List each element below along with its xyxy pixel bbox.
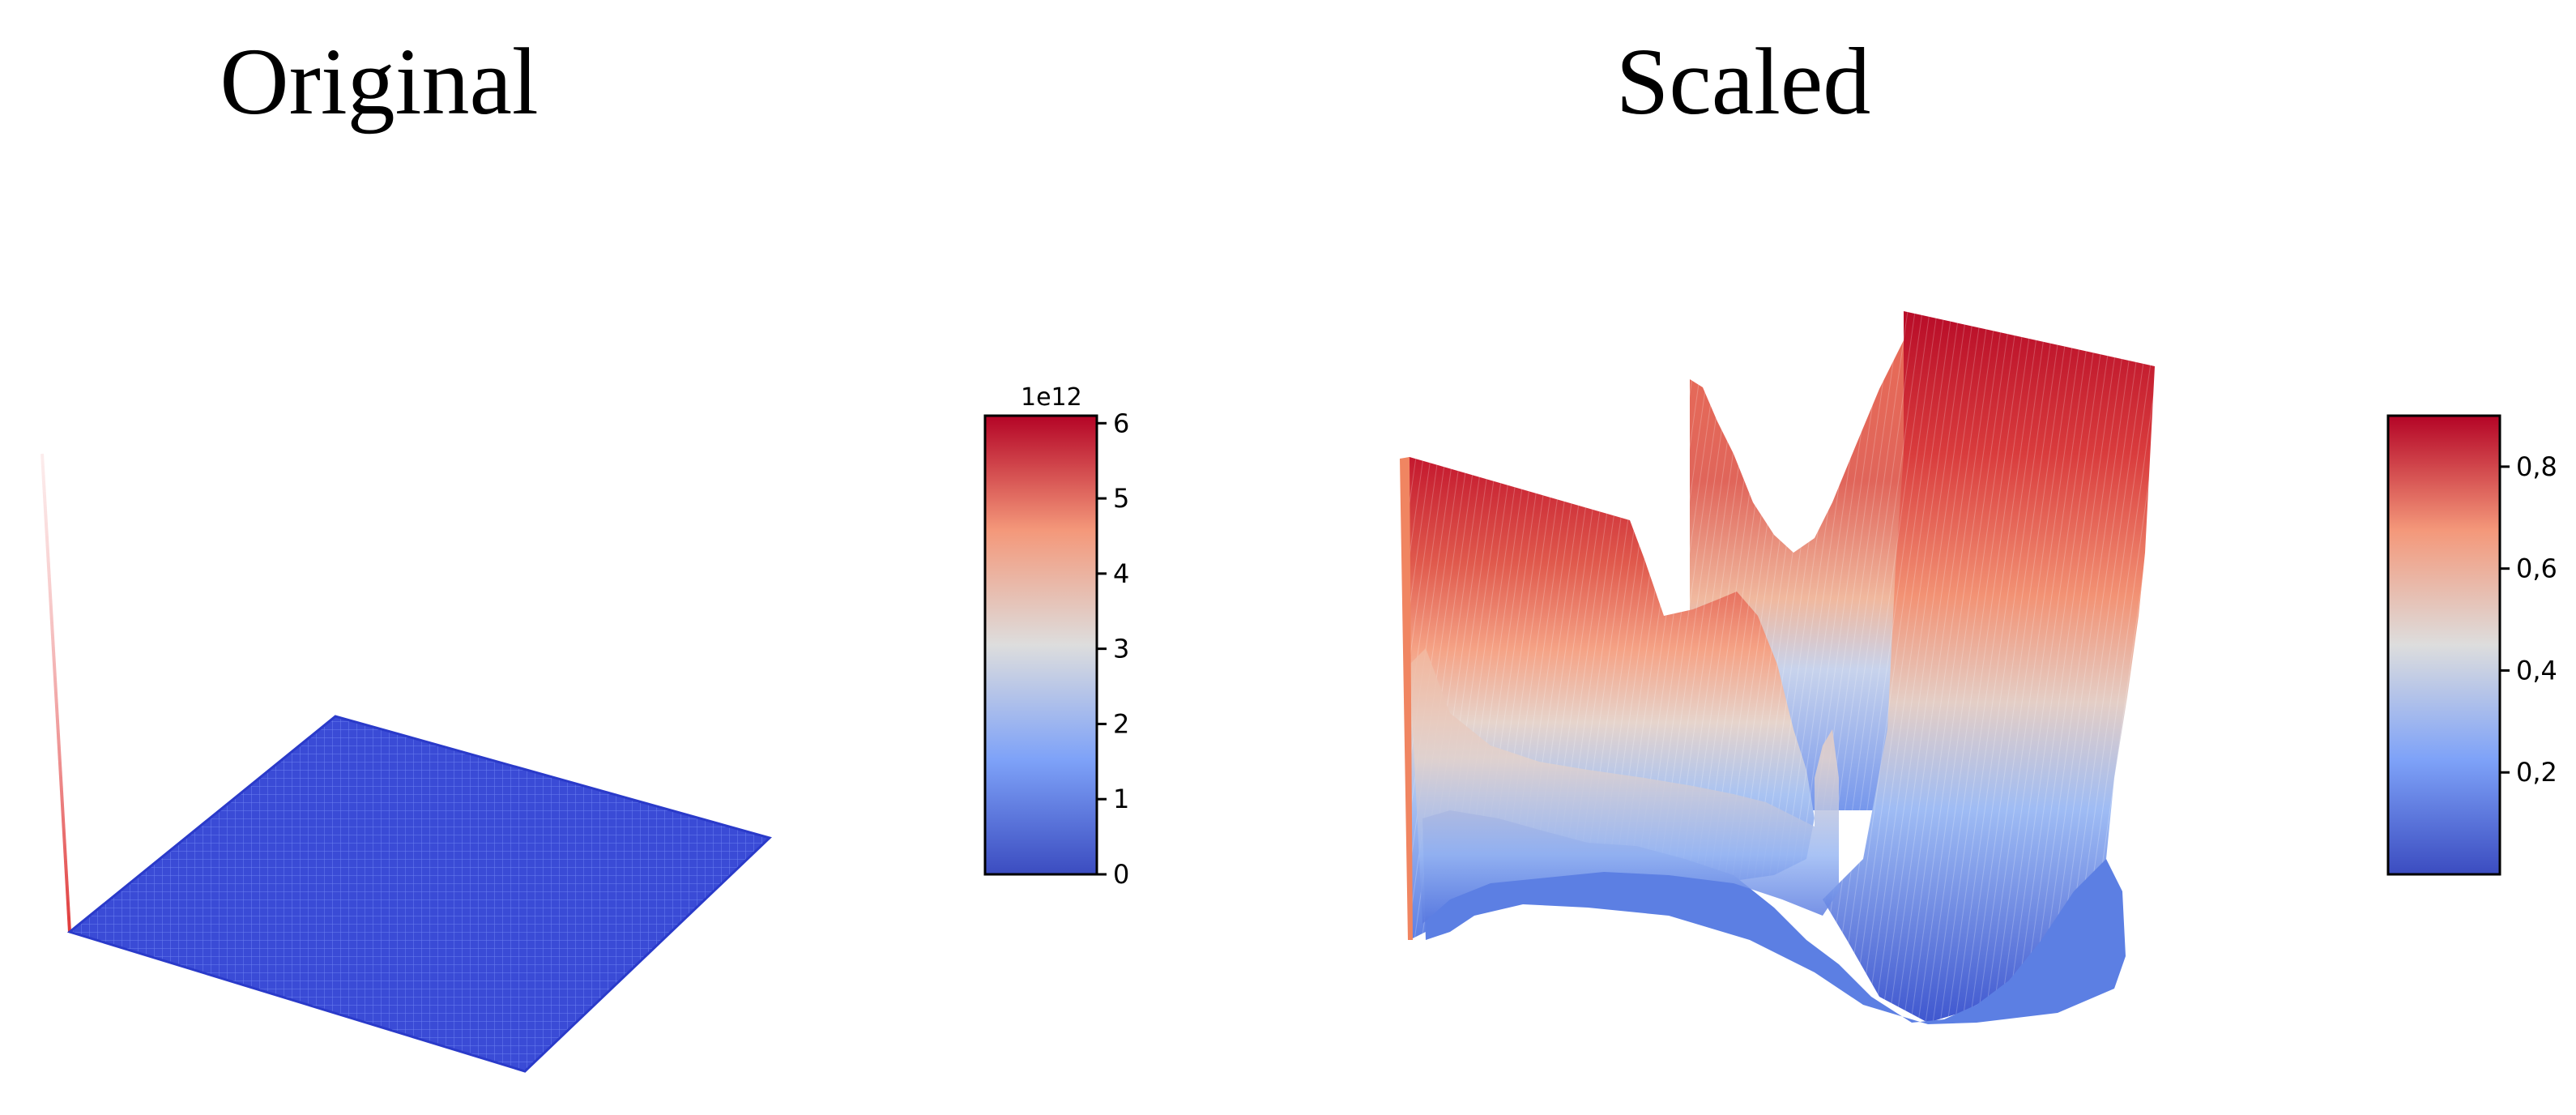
surface-left-edge	[1400, 457, 1413, 940]
colorbar-tick-label: 5	[1113, 483, 1129, 514]
colorbar-tick-label: 4	[1113, 558, 1129, 589]
colorbar-tick-label: 3	[1113, 634, 1129, 664]
colorbar-tick-label: 0,6	[2516, 553, 2557, 584]
surface-plot-scaled	[1400, 311, 2155, 1024]
surface-mesh-lines	[1823, 311, 2155, 1023]
colorbar-tick-label: 0,8	[2516, 451, 2557, 482]
colorbar-tick-label: 0,4	[2516, 655, 2557, 686]
chart-title-scaled: Scaled	[1615, 28, 1871, 135]
chart-title-original: Original	[220, 28, 539, 135]
surface-plot-original	[41, 453, 772, 1073]
colorbar-gradient-original	[983, 414, 1098, 876]
surface-front-wall	[1410, 648, 1839, 924]
colorbar-scaled: 0,2 0,4 0,6 0,8	[2386, 414, 2557, 876]
colorbar-gradient-scaled	[2386, 414, 2501, 876]
colorbar-tick-label: 2	[1113, 708, 1129, 739]
colorbar-tick-label: 0,2	[2516, 757, 2557, 788]
colorbar-tick-label: 6	[1113, 408, 1129, 438]
colorbar-tick-label: 1	[1113, 784, 1129, 814]
colorbar-tick-label: 0	[1113, 859, 1129, 890]
colorbar-offset-label: 1e12	[1021, 383, 1082, 412]
colorbar-original: 1e12 0 1 2 3 4 5 6	[983, 383, 1129, 890]
surface-plane-original	[66, 715, 772, 1073]
surface-spike-original	[41, 453, 71, 933]
